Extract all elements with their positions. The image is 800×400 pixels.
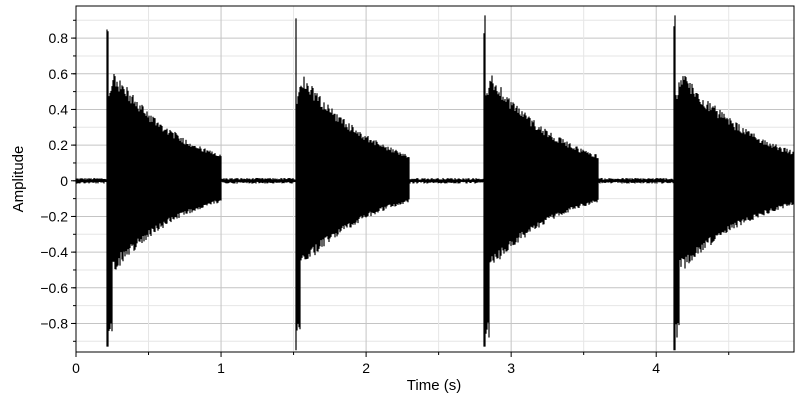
x-tick-label: 3 [507,360,515,376]
y-tick-label: −0.2 [40,208,68,224]
y-tick-label: 0 [60,173,68,189]
x-tick-label: 0 [72,360,80,376]
axes: 0.8 0.6 0.4 0.2 0 −0.2 −0.4 −0.6 −0.8 0 1 2 3 4 [40,5,795,376]
y-tick-label: 0.2 [49,137,69,153]
y-axis-label: Amplitude [10,146,27,213]
x-tick-label: 4 [652,360,660,376]
x-tick-label: 2 [362,360,370,376]
x-axis-label: Time (s) [407,377,461,394]
y-tick-label: 0.6 [49,66,69,82]
x-tick-label: 1 [217,360,225,376]
y-tick-label: −0.8 [40,315,68,331]
y-tick-label: 0.4 [49,101,69,117]
y-tick-label: −0.6 [40,280,68,296]
waveform-series [75,15,794,351]
y-tick-label: 0.8 [49,30,69,46]
y-tick-label: −0.4 [40,244,68,260]
plot-frame [75,5,795,353]
